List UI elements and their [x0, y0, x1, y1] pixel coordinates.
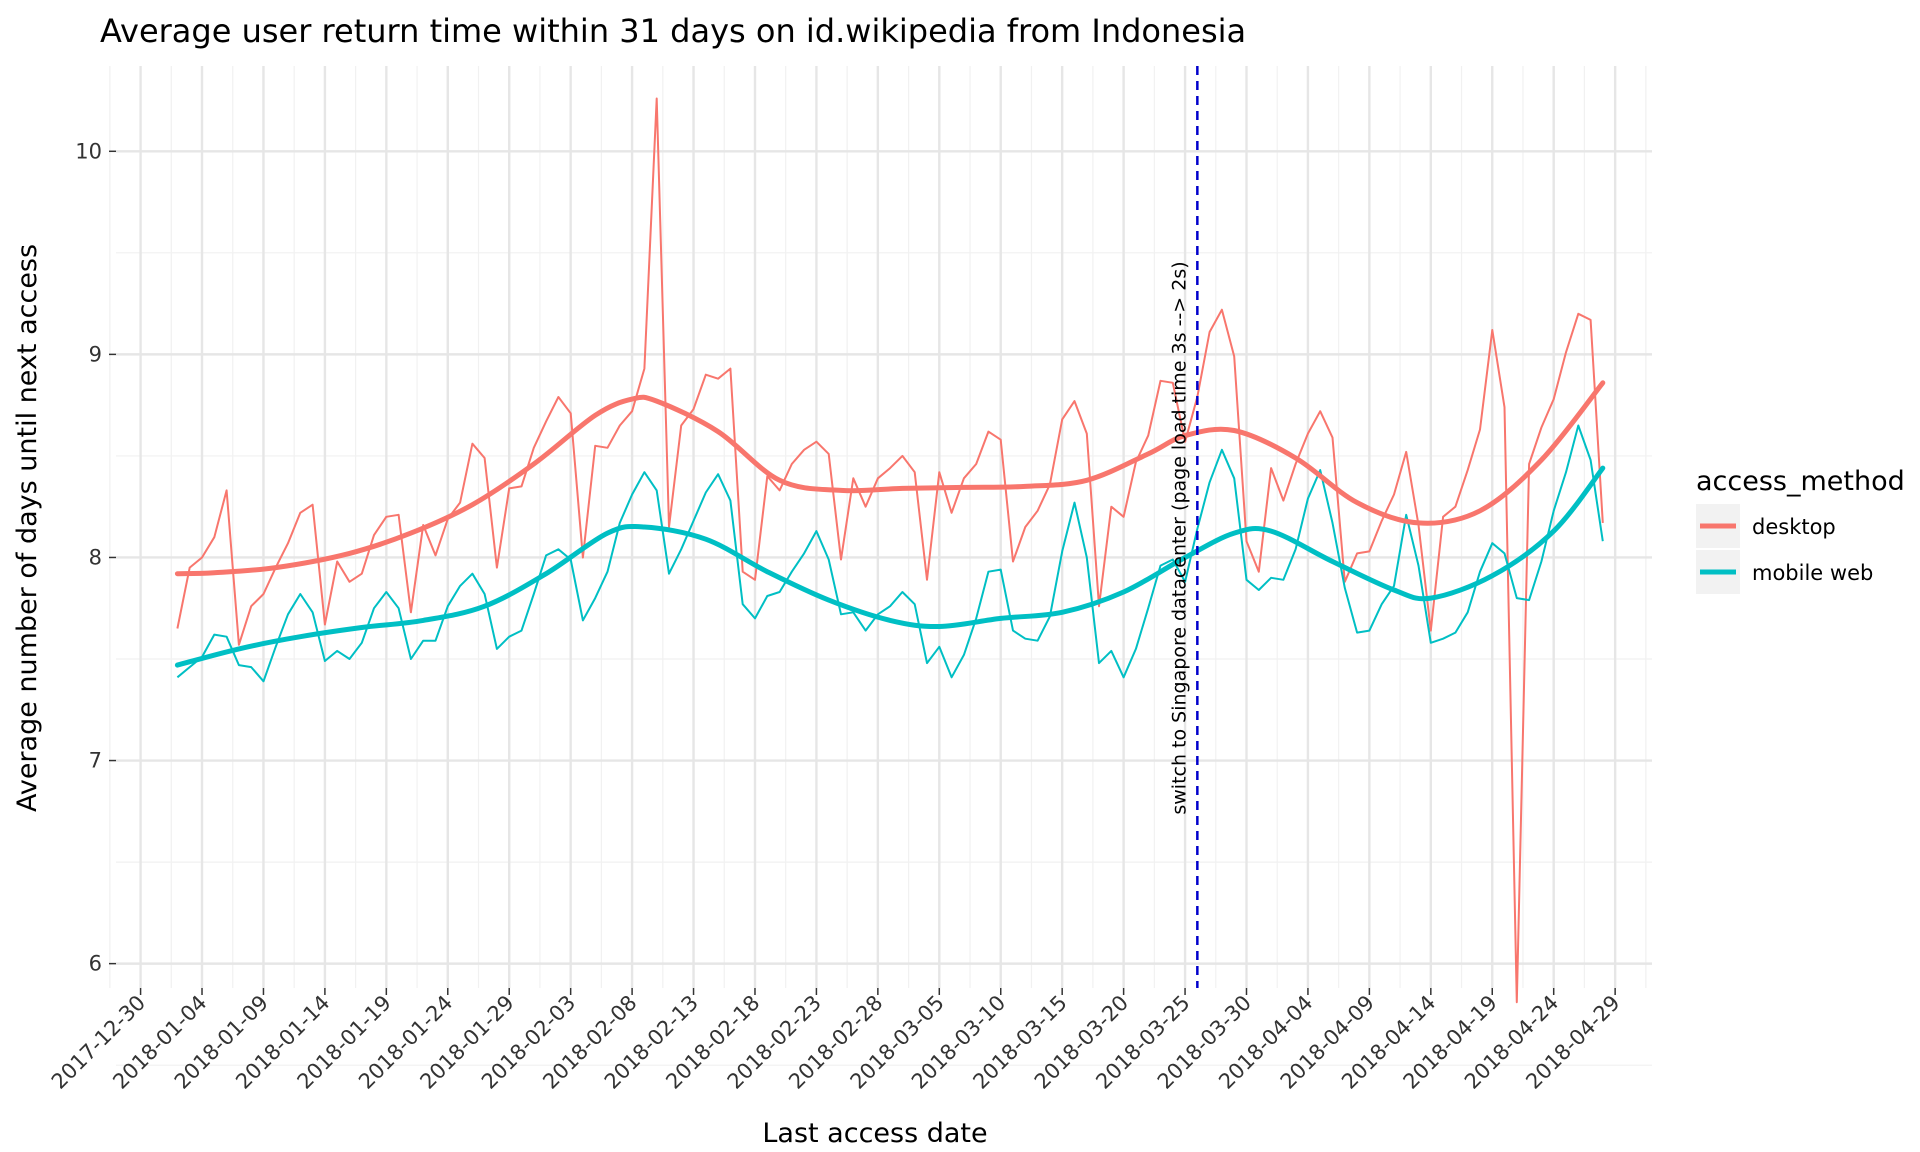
y-tick-label: 8 — [89, 545, 102, 569]
grid-major — [116, 66, 1652, 988]
legend-title: access_method — [1696, 466, 1905, 497]
annotation-group: switch to Singapore datacenter (page loa… — [1168, 66, 1199, 988]
x-axis-title: Last access date — [762, 1118, 987, 1149]
series-line-mobile-web — [176, 424, 1604, 683]
legend-label: desktop — [1752, 515, 1836, 539]
legend-item-desktop: desktop — [1696, 504, 1836, 548]
smooth-line-mobile-web — [174, 465, 1606, 668]
y-tick-label: 7 — [89, 749, 102, 773]
series-line-desktop — [176, 97, 1604, 1004]
y-axis-ticks: 6 7 8 9 10 — [75, 139, 116, 976]
smooth-line-desktop — [174, 380, 1606, 577]
y-axis-title: Average number of days until next access — [12, 244, 43, 812]
grid-minor — [109, 66, 1652, 1066]
y-tick-label: 10 — [75, 139, 102, 163]
legend-item-mobile-web: mobile web — [1696, 550, 1873, 594]
legend-label: mobile web — [1752, 561, 1873, 585]
y-tick-label: 9 — [89, 342, 102, 366]
chart-title: Average user return time within 31 days … — [100, 12, 1246, 50]
smooth-series-lines — [174, 380, 1606, 668]
legend: access_method desktop mobile web — [1696, 466, 1905, 594]
x-axis-ticks: 2017-12-302018-01-042018-01-092018-01-14… — [47, 988, 1625, 1094]
y-tick-label: 6 — [89, 952, 102, 976]
raw-series-lines — [176, 97, 1604, 1004]
annotation-label: switch to Singapore datacenter (page loa… — [1168, 261, 1190, 814]
